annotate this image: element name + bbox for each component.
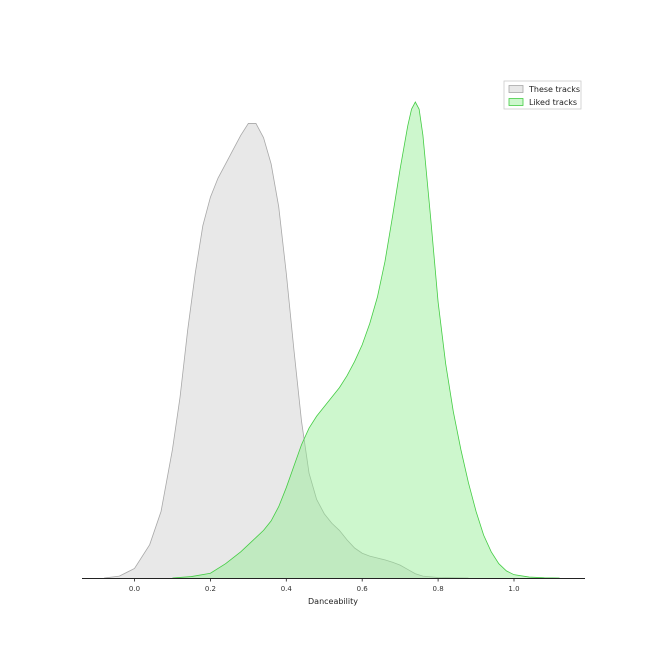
density-area-these-tracks [104, 123, 469, 579]
legend: These tracks Liked tracks [503, 80, 582, 110]
legend-label-liked-tracks: Liked tracks [529, 98, 577, 107]
x-ticks: 0.0 0.2 0.4 0.6 0.8 1.0 [129, 578, 520, 593]
series-layer [104, 101, 560, 579]
legend-swatch-these-tracks [508, 85, 524, 93]
x-tick-label: 0.0 [129, 585, 140, 593]
x-tick-label: 0.6 [357, 585, 369, 593]
legend-swatch-liked-tracks [508, 98, 524, 106]
x-axis-label: Danceability [308, 597, 358, 606]
x-tick-label: 0.8 [433, 585, 444, 593]
legend-frame [503, 80, 582, 110]
density-line-liked-tracks [172, 101, 560, 579]
legend-label-these-tracks: These tracks [528, 85, 580, 94]
x-tick-label: 0.2 [205, 585, 216, 593]
x-tick-label: 0.4 [281, 585, 293, 593]
density-line-these-tracks [104, 123, 469, 579]
x-tick-label: 1.0 [508, 585, 519, 593]
